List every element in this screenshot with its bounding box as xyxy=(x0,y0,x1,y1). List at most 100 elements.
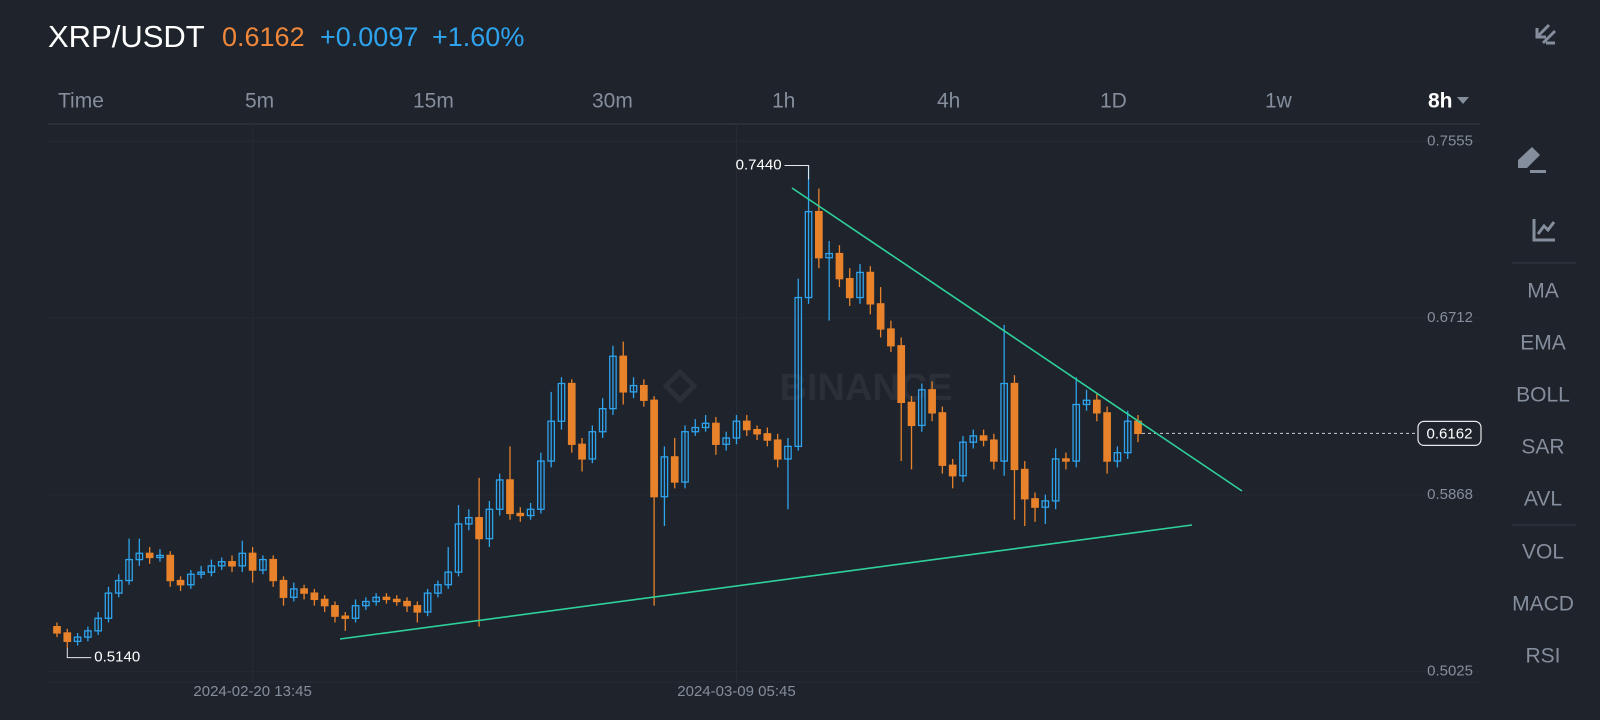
candle-body xyxy=(917,389,926,427)
candle-body xyxy=(701,422,710,429)
candle-body xyxy=(835,252,844,280)
indicator-icon[interactable] xyxy=(1532,219,1556,242)
watermark: BINANCE xyxy=(779,367,952,409)
candle-body xyxy=(814,210,823,259)
candle-body xyxy=(660,456,669,498)
candle-body xyxy=(135,552,144,561)
candle-body xyxy=(609,355,617,410)
timeframe[interactable]: 1h xyxy=(772,90,795,113)
candle-body xyxy=(722,437,731,445)
candle-body xyxy=(310,592,319,601)
candle-body xyxy=(403,600,411,607)
candle-body xyxy=(186,573,195,586)
sub-indicator[interactable]: VOL xyxy=(1522,541,1564,564)
candle-body xyxy=(959,441,967,477)
candle-body xyxy=(732,420,741,439)
indicator[interactable]: SAR xyxy=(1521,436,1564,459)
draw-icon[interactable] xyxy=(1518,147,1546,173)
candle-body xyxy=(94,617,103,632)
candle-body xyxy=(681,431,689,483)
candle-body xyxy=(1051,458,1060,502)
candle-body xyxy=(990,439,998,462)
candle-body xyxy=(547,420,556,462)
candle-body xyxy=(887,328,895,347)
indicator[interactable]: MA xyxy=(1527,280,1559,303)
candle-body xyxy=(362,600,370,607)
candle-body xyxy=(1010,382,1019,471)
timeframe[interactable]: 5m xyxy=(245,90,274,113)
candle-body xyxy=(207,565,216,573)
candle-body xyxy=(1082,399,1091,406)
indicator[interactable]: AVL xyxy=(1524,488,1562,511)
candle-body xyxy=(269,558,278,582)
candle-body xyxy=(1103,412,1111,462)
candle-body xyxy=(928,389,936,414)
candle-body xyxy=(53,626,61,634)
timeframe[interactable]: 30m xyxy=(592,90,633,113)
candle-body xyxy=(506,479,514,515)
max-label: 0.7440 xyxy=(736,156,782,173)
candle-body xyxy=(1123,420,1132,454)
candle-body xyxy=(279,579,288,598)
candle-body xyxy=(434,584,442,594)
indicator[interactable]: EMA xyxy=(1520,332,1566,355)
candle-body xyxy=(300,588,308,594)
candle-body xyxy=(897,345,906,404)
timeframe[interactable]: 1D xyxy=(1100,90,1127,113)
candle-body xyxy=(351,605,360,619)
price: 0.6162 xyxy=(222,22,305,52)
y-tick-label: 0.5025 xyxy=(1427,663,1473,680)
trend-line xyxy=(791,187,1243,492)
timeframe[interactable]: Time xyxy=(58,90,104,113)
candle-body xyxy=(639,384,648,401)
candle-body xyxy=(104,592,113,619)
candle-body xyxy=(979,435,988,441)
collapse-icon[interactable] xyxy=(1535,23,1557,45)
candle-body xyxy=(742,420,751,431)
x-tick-label: 2024-02-20 13:45 xyxy=(193,683,311,700)
candle-body xyxy=(454,523,463,573)
candle-body xyxy=(382,596,391,601)
candle-body xyxy=(670,456,679,483)
candle-body xyxy=(413,605,422,613)
candle-body xyxy=(248,552,257,571)
sub-indicator[interactable]: RSI xyxy=(1525,645,1560,668)
candle-body xyxy=(1041,500,1050,508)
candle-body xyxy=(228,561,236,567)
candle-body xyxy=(845,278,854,299)
candle-body xyxy=(63,632,72,642)
candle-body xyxy=(1000,382,1009,462)
pair: XRP/USDT xyxy=(48,19,205,54)
candle-body xyxy=(495,479,504,510)
timeframe[interactable]: 15m xyxy=(413,90,454,113)
plot: 0.7555 0.6712 0.5868 0.5025 2024-02-20 13:45… xyxy=(48,124,1482,700)
candle-body xyxy=(331,605,339,617)
candle-body xyxy=(1020,468,1029,500)
candle-body xyxy=(485,508,494,540)
timeframe[interactable]: 4h xyxy=(937,90,960,113)
sub-indicator[interactable]: MACD xyxy=(1512,593,1574,616)
indicator[interactable]: BOLL xyxy=(1516,384,1570,407)
candle-body xyxy=(629,384,638,393)
candle-body xyxy=(557,382,566,422)
dropdown-arrow[interactable] xyxy=(1457,97,1469,104)
candle-body xyxy=(1092,399,1101,414)
candle-body xyxy=(125,558,133,582)
change-pct: +1.60% xyxy=(432,22,524,52)
candle-body xyxy=(114,579,123,594)
timeframe[interactable]: 1w xyxy=(1265,90,1293,113)
min-label: 0.5140 xyxy=(94,649,140,666)
candle-body xyxy=(526,508,535,517)
candle-body xyxy=(392,598,401,603)
candle-body xyxy=(1113,452,1122,462)
last-price-label: 0.6162 xyxy=(1427,425,1473,442)
selected-timeframe[interactable]: 8h xyxy=(1428,90,1453,113)
y-tick-label: 0.5868 xyxy=(1427,486,1473,503)
candle-body xyxy=(567,382,576,445)
candle-body xyxy=(197,571,205,575)
candle-body xyxy=(73,636,82,642)
candle-body xyxy=(320,598,329,607)
trend-line xyxy=(339,524,1193,640)
candle-body xyxy=(712,422,720,445)
